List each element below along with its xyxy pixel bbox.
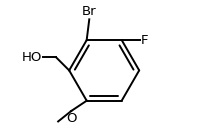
Text: HO: HO — [22, 51, 42, 64]
Text: F: F — [141, 34, 149, 47]
Text: O: O — [66, 112, 76, 125]
Text: Br: Br — [82, 5, 97, 18]
